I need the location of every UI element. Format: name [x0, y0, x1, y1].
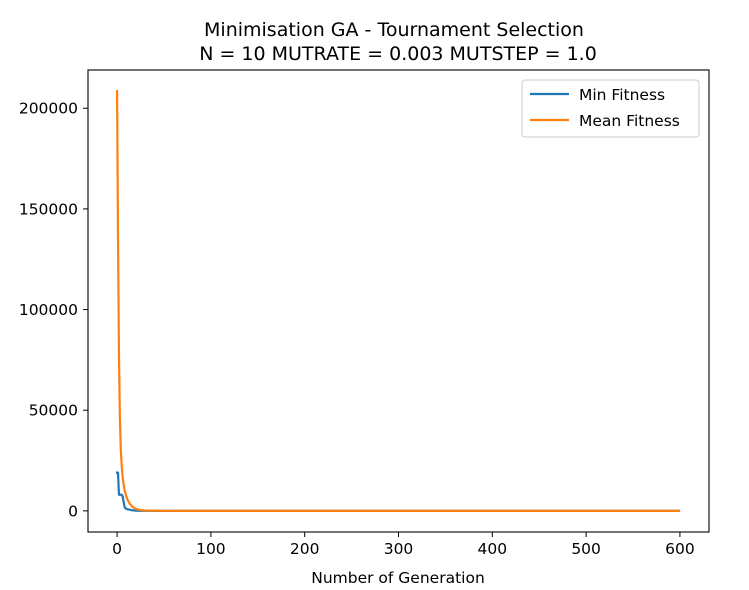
x-axis: 0 100 200 300 400 500 600: [112, 532, 695, 558]
x-tick-label-300: 300: [384, 540, 414, 558]
x-tick-label-0: 0: [112, 540, 122, 558]
x-axis-label: Number of Generation: [311, 569, 485, 587]
plot-area: [87, 69, 710, 533]
plot-background: [88, 70, 709, 532]
series-line-mean-fitness: [115, 90, 681, 512]
x-tick-label-600: 600: [665, 540, 695, 558]
chart-subtitle: N = 10 MUTRATE = 0.003 MUTSTEP = 1.0: [199, 43, 597, 65]
y-tick-label-200000: 200000: [19, 100, 78, 118]
chart-title: Minimisation GA - Tournament Selection: [204, 19, 584, 41]
y-tick-label-0: 0: [68, 502, 78, 520]
series-layer: [115, 90, 681, 512]
x-tick-label-400: 400: [478, 540, 508, 558]
x-tick-label-100: 100: [196, 540, 226, 558]
legend-label-mean-fitness: Mean Fitness: [579, 112, 680, 130]
y-tick-label-100000: 100000: [19, 301, 78, 319]
legend: Min Fitness Mean Fitness: [521, 79, 700, 138]
y-tick-label-50000: 50000: [29, 402, 78, 420]
y-axis: 0 50000 100000 150000 200000: [19, 100, 88, 520]
x-tick-label-500: 500: [571, 540, 601, 558]
x-tick-label-200: 200: [290, 540, 320, 558]
y-tick-label-150000: 150000: [19, 200, 78, 218]
legend-label-min-fitness: Min Fitness: [579, 86, 665, 104]
